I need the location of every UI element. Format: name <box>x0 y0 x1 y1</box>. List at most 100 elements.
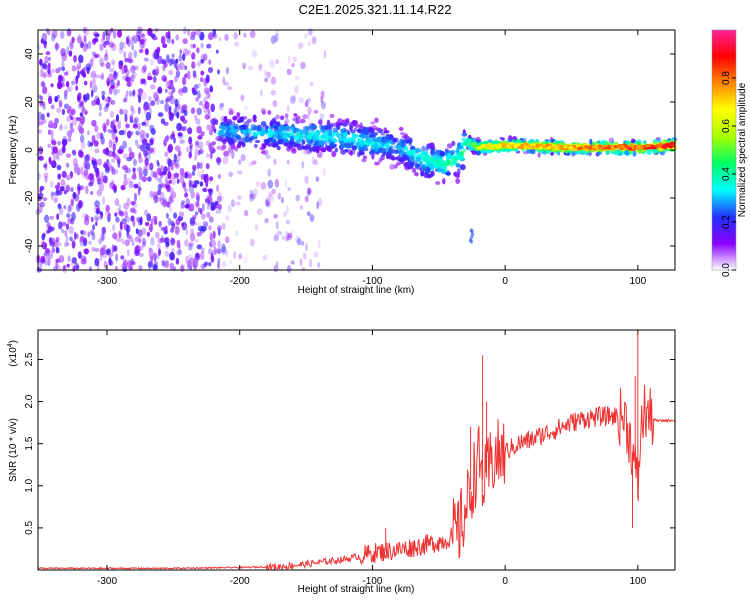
heatmap-cell <box>117 29 122 38</box>
heatmap-cell <box>577 146 582 150</box>
heatmap-cell <box>103 53 109 62</box>
heatmap-cell <box>113 124 117 133</box>
heatmap-cell <box>305 99 309 108</box>
heatmap-cell <box>224 236 230 244</box>
heatmap-cell <box>217 69 221 75</box>
heatmap-cell <box>133 158 137 166</box>
heatmap-cell <box>69 115 74 121</box>
heatmap-cell <box>39 187 43 194</box>
heatmap-cell <box>197 207 202 213</box>
heatmap-cell <box>258 64 263 72</box>
heatmap-cell <box>164 136 168 143</box>
heatmap-cell <box>230 143 236 150</box>
heatmap-cell <box>184 188 188 193</box>
heatmap-cell <box>141 91 147 100</box>
heatmap-cell <box>157 177 163 183</box>
heatmap-cell <box>63 205 67 210</box>
heatmap-cell <box>62 265 67 274</box>
heatmap-cell <box>94 95 100 105</box>
heatmap-cell <box>651 146 656 150</box>
heatmap-cell <box>425 154 431 159</box>
heatmap-cell <box>298 42 304 50</box>
colorbar-tick-label: 0.2 <box>721 215 732 229</box>
heatmap-cell <box>82 72 87 78</box>
heatmap-cell <box>319 139 324 145</box>
heatmap-cell <box>90 229 94 235</box>
heatmap-cell <box>58 148 64 156</box>
heatmap-cell <box>52 146 59 154</box>
heatmap-cell <box>152 171 158 178</box>
heatmap-cell <box>110 59 116 65</box>
heatmap-cell <box>79 100 84 107</box>
heatmap-cell <box>185 197 191 206</box>
heatmap-cell <box>250 193 257 200</box>
heatmap-cell <box>44 175 48 184</box>
heatmap-cell <box>190 228 194 235</box>
heatmap-cell <box>51 68 55 74</box>
heatmap-cell <box>141 66 147 74</box>
heatmap-cell <box>205 173 209 183</box>
heatmap-cell <box>194 252 201 261</box>
heatmap-cell <box>223 150 230 157</box>
heatmap-cell <box>361 158 367 163</box>
heatmap-cell <box>228 259 232 266</box>
heatmap-cell <box>416 148 422 153</box>
heatmap-cell <box>203 224 208 231</box>
heatmap-cell <box>168 179 172 184</box>
heatmap-cell <box>57 203 62 210</box>
heatmap-cell <box>307 106 312 115</box>
x-tick-label: 100 <box>629 276 646 287</box>
heatmap-cell <box>537 143 543 147</box>
heatmap-cell <box>517 145 522 149</box>
heatmap-cell <box>161 59 167 65</box>
heatmap-cell <box>358 150 364 156</box>
heatmap-cell <box>138 218 142 226</box>
heatmap-cell <box>126 234 132 240</box>
heatmap-cell <box>115 136 118 143</box>
heatmap-cell <box>237 170 243 175</box>
heatmap-cell <box>472 142 477 148</box>
heatmap-cell <box>167 217 172 226</box>
heatmap-cell <box>501 137 505 141</box>
heatmap-cell <box>96 177 102 182</box>
heatmap-cell <box>145 132 150 139</box>
x-tick-label: -200 <box>230 276 250 287</box>
heatmap-cell <box>188 241 195 247</box>
heatmap-cell <box>165 241 170 247</box>
heatmap-cell <box>42 63 47 68</box>
heatmap-cell <box>188 179 192 188</box>
heatmap-cell <box>104 166 110 174</box>
heatmap-cell <box>177 132 183 137</box>
heatmap-cell <box>189 203 195 212</box>
heatmap-cell <box>174 163 180 169</box>
heatmap-cell <box>190 190 195 199</box>
heatmap-cell <box>77 70 80 79</box>
heatmap-cell <box>178 88 183 94</box>
heatmap-cell <box>83 248 90 255</box>
heatmap-cell <box>598 147 603 151</box>
heatmap-cell <box>343 137 347 143</box>
heatmap-cell <box>313 251 319 258</box>
heatmap-cell <box>66 115 71 123</box>
heatmap-cell <box>125 178 132 184</box>
heatmap-cell <box>343 131 348 138</box>
heatmap-cell <box>171 247 175 256</box>
heatmap-cell <box>176 63 182 71</box>
heatmap-cell <box>196 194 200 204</box>
heatmap-cell <box>55 260 59 269</box>
heatmap-cell <box>94 33 100 38</box>
heatmap-cell <box>117 159 121 168</box>
heatmap-cell <box>169 95 175 105</box>
heatmap-cell <box>537 152 541 158</box>
heatmap-cell <box>362 134 368 138</box>
heatmap-cell <box>658 143 663 146</box>
heatmap-cell <box>121 218 127 225</box>
heatmap-cell <box>313 133 320 139</box>
heatmap-cell <box>509 142 514 145</box>
heatmap-cell <box>47 29 51 36</box>
heatmap-cell <box>470 229 474 234</box>
heatmap-cell <box>575 144 580 148</box>
heatmap-cell <box>287 55 291 64</box>
heatmap-cell <box>127 56 131 63</box>
heatmap-cell <box>205 176 212 185</box>
